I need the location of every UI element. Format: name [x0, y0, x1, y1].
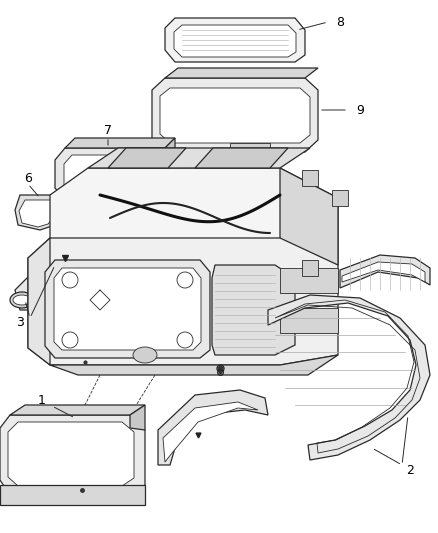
- Text: 3: 3: [16, 316, 24, 328]
- Polygon shape: [165, 138, 175, 160]
- Text: 6: 6: [24, 172, 32, 184]
- Polygon shape: [28, 238, 50, 365]
- Text: 2: 2: [406, 464, 414, 477]
- Polygon shape: [158, 390, 268, 465]
- Polygon shape: [302, 170, 318, 186]
- Polygon shape: [0, 485, 145, 505]
- Polygon shape: [50, 355, 338, 375]
- Polygon shape: [195, 148, 288, 168]
- Polygon shape: [19, 200, 58, 227]
- Polygon shape: [15, 235, 110, 310]
- Polygon shape: [268, 295, 430, 460]
- Polygon shape: [174, 25, 296, 57]
- Text: 8: 8: [336, 15, 344, 28]
- Polygon shape: [332, 190, 348, 206]
- Ellipse shape: [10, 292, 34, 308]
- Polygon shape: [152, 78, 318, 152]
- Text: 7: 7: [104, 124, 112, 136]
- Polygon shape: [108, 148, 186, 168]
- Polygon shape: [28, 238, 338, 365]
- Ellipse shape: [133, 347, 157, 363]
- Text: 9: 9: [356, 103, 364, 117]
- Polygon shape: [15, 195, 65, 230]
- Polygon shape: [342, 262, 425, 282]
- Polygon shape: [165, 18, 305, 62]
- Polygon shape: [280, 308, 338, 333]
- Polygon shape: [64, 155, 166, 196]
- Polygon shape: [340, 255, 430, 288]
- Polygon shape: [0, 415, 145, 495]
- Polygon shape: [65, 138, 175, 148]
- Polygon shape: [10, 405, 145, 415]
- Ellipse shape: [13, 295, 31, 305]
- Polygon shape: [280, 268, 338, 293]
- Polygon shape: [50, 168, 338, 268]
- Polygon shape: [45, 260, 210, 358]
- Polygon shape: [54, 268, 201, 350]
- Text: 1: 1: [38, 393, 46, 407]
- Polygon shape: [130, 405, 145, 430]
- Polygon shape: [160, 88, 310, 143]
- Polygon shape: [212, 265, 295, 355]
- Polygon shape: [8, 422, 134, 486]
- Polygon shape: [88, 148, 310, 168]
- Polygon shape: [165, 68, 318, 78]
- Polygon shape: [280, 168, 338, 268]
- Polygon shape: [230, 143, 270, 152]
- Polygon shape: [163, 402, 258, 462]
- Polygon shape: [302, 260, 318, 276]
- Polygon shape: [55, 148, 175, 200]
